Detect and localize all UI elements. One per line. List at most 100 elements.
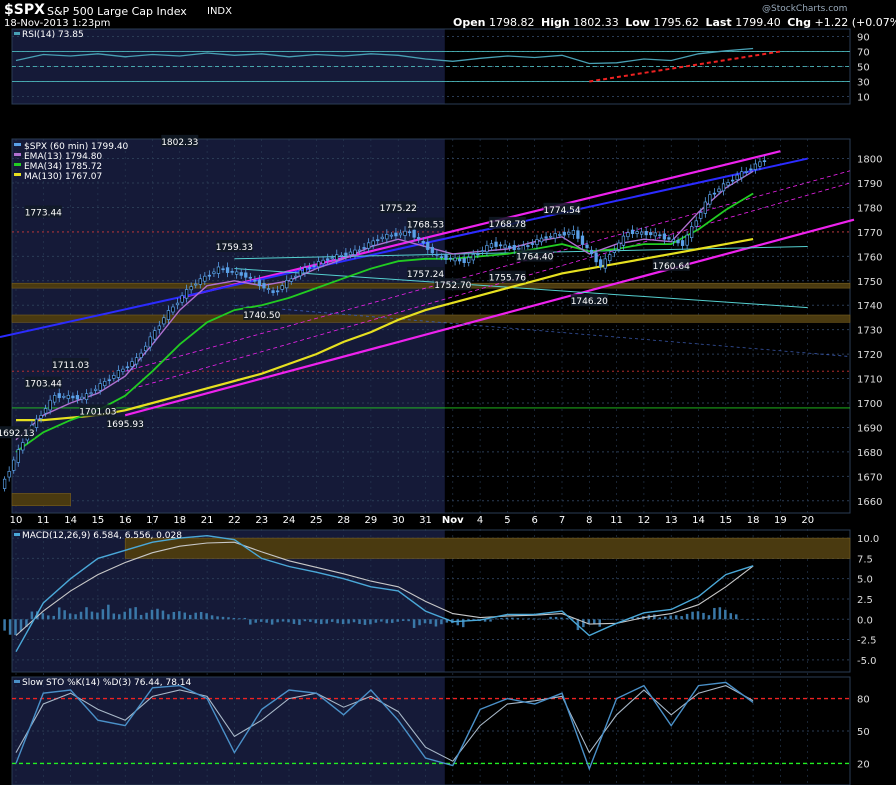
price-candle [266, 288, 271, 290]
macd-histogram-bar [653, 614, 656, 620]
annotation-box [52, 358, 90, 371]
price-candle [421, 241, 425, 244]
price-candle [89, 392, 93, 395]
annotation-box [0, 426, 35, 439]
price-candle [7, 471, 11, 478]
macd-histogram-bar [118, 614, 121, 620]
price-tick-label: 1740 [857, 301, 882, 312]
x-tick-label: 29 [365, 515, 378, 526]
price-candle [412, 229, 416, 238]
price-candle [216, 266, 221, 274]
annotation-box [24, 376, 62, 389]
price-candle [703, 201, 707, 214]
macd-histogram-bar [265, 619, 268, 623]
macd-histogram-bar [505, 617, 509, 620]
sto-tick-label: 50 [857, 727, 870, 738]
macd-histogram-bar [407, 619, 410, 622]
macd-histogram-bar [593, 619, 596, 625]
price-candle [253, 279, 257, 282]
price-candle [708, 194, 712, 205]
price-legend-swatch [14, 173, 21, 176]
macd-histogram-bar [167, 614, 170, 620]
x-tick-label: 19 [774, 515, 787, 526]
price-candle [357, 249, 362, 252]
macd-histogram-bar [500, 618, 503, 620]
price-candle [394, 232, 398, 237]
price-candle [57, 393, 61, 399]
price-candle [680, 240, 685, 246]
macd-histogram-bar [565, 618, 569, 620]
macd-legend: MACD(12,26,9) 6.584, 6.556, 0.028 [22, 531, 182, 541]
price-candle [467, 257, 471, 263]
macd-histogram-bar [107, 604, 110, 620]
price-tick-label: 1750 [857, 277, 882, 288]
price-candle [730, 179, 735, 182]
trendline-long-blue [0, 157, 808, 338]
macd-histogram-bar [205, 613, 208, 620]
price-candle [430, 246, 434, 254]
annotation-box [407, 217, 444, 230]
x-tick-label: 4 [477, 515, 483, 526]
macd-histogram-bar [270, 619, 274, 625]
price-candle [335, 254, 339, 261]
price-candle [312, 265, 316, 267]
price-candle [398, 232, 403, 236]
price-candle [75, 395, 80, 400]
price-annotation: 1759.33 [216, 243, 253, 253]
price-candle [462, 258, 466, 264]
macd-histogram-bar [532, 618, 536, 620]
macd-histogram-bar [336, 619, 339, 624]
price-candle [644, 231, 648, 236]
price-candle [453, 257, 457, 262]
macd-histogram-bar [156, 608, 159, 620]
price-candle [353, 249, 357, 255]
macd-histogram-bar [396, 619, 399, 622]
price-candle [235, 271, 239, 275]
macd-histogram-bar [554, 616, 558, 620]
trendline-channel-lower [124, 218, 855, 417]
macd-histogram-bar [276, 619, 279, 623]
price-candle [699, 212, 703, 219]
x-tick-label: 15 [92, 515, 105, 526]
macd-histogram-bar [19, 619, 23, 632]
price-tick-label: 1760 [857, 252, 882, 263]
x-tick-label: 22 [228, 515, 241, 526]
high-value: 1802.33 [573, 16, 619, 29]
price-candle [194, 283, 198, 286]
macd-histogram-bar [511, 617, 514, 620]
x-tick-label: 6 [532, 515, 538, 526]
price-candle [62, 395, 66, 398]
price-candle [503, 244, 507, 249]
price-candle [321, 259, 325, 265]
support-band [11, 282, 851, 289]
macd-histogram-bar [401, 619, 405, 621]
macd-histogram-bar [139, 614, 143, 620]
macd-histogram-bar [47, 615, 50, 620]
price-candle [380, 236, 384, 239]
rsi-tick-label: 10 [857, 93, 870, 104]
price-candle [639, 231, 644, 235]
macd-histogram-bar [128, 608, 132, 620]
macd-histogram-bar [363, 619, 367, 625]
price-annotation: 1701.03 [79, 407, 116, 417]
rsi-tick-label: 30 [857, 78, 870, 89]
price-candle [212, 271, 216, 274]
price-legend-entry: EMA(13) 1794.80 [24, 152, 102, 162]
price-tick-label: 1720 [857, 350, 882, 361]
price-candle [112, 375, 116, 379]
macd-histogram-bar [172, 611, 176, 620]
price-candle [116, 370, 121, 378]
macd-histogram-bar [587, 619, 591, 625]
macd-histogram-bar [522, 618, 525, 620]
price-candle [407, 231, 412, 234]
price-candle [84, 393, 89, 401]
macd-histogram-bar [41, 613, 45, 620]
price-candle [98, 383, 102, 391]
price-candle [125, 366, 130, 369]
price-candle [2, 478, 7, 489]
macd-histogram-bar [631, 617, 634, 620]
sto-d-line [15, 685, 754, 762]
price-annotation: 1711.03 [52, 361, 89, 371]
price-annotation: 1764.40 [516, 253, 553, 263]
price-candle [508, 245, 512, 249]
